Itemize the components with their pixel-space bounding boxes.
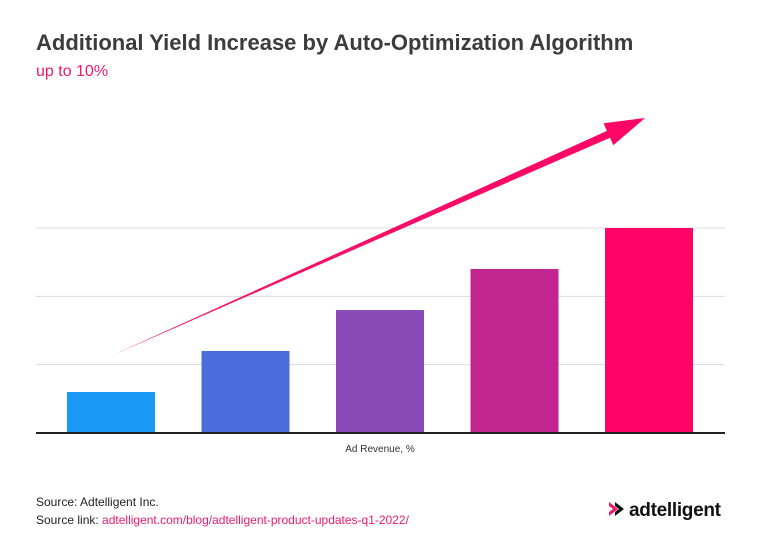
source-text: Source: Adtelligent Inc. [36, 495, 159, 509]
bar-4 [470, 269, 559, 433]
source-link-row: Source link: adtelligent.com/blog/adtell… [36, 511, 409, 529]
x-axis-label: Ad Revenue, % [345, 444, 415, 455]
bars [67, 228, 693, 433]
bar-5 [605, 228, 693, 433]
chart-title: Additional Yield Increase by Auto-Optimi… [36, 30, 634, 55]
source-link[interactable]: adtelligent.com/blog/adtelligent-product… [102, 513, 409, 527]
source-link-label: Source link: [36, 513, 99, 527]
bar-3 [336, 310, 424, 433]
logo-text: adtelligent [629, 500, 721, 521]
adtelligent-logo: adtelligent [609, 500, 721, 522]
bar-1 [67, 392, 155, 433]
bar-2 [201, 351, 290, 433]
bar-chart: Ad Revenue, % [36, 118, 725, 455]
play-arrows-icon [609, 500, 625, 522]
source-block: Source: Adtelligent Inc. Source link: ad… [36, 493, 409, 529]
trend-arrow [113, 118, 645, 355]
chart-subtitle: up to 10% [36, 63, 109, 80]
